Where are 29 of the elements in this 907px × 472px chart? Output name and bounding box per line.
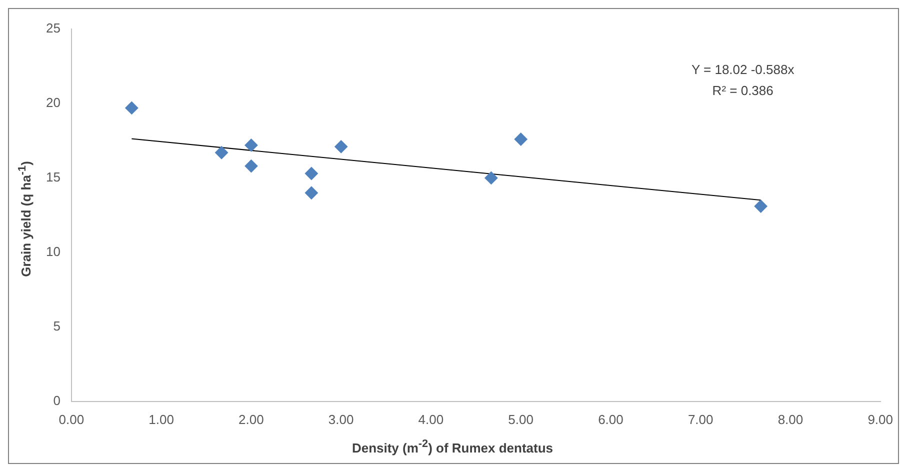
point [484,171,498,184]
x-axis-title: Density (m$^{-2}$) of Rumex dentatus [350,438,554,455]
y-tick-label: 25 [46,20,60,36]
x-tick-label: 5.00 [508,412,534,427]
y-tick-label: 10 [46,244,60,260]
point [215,146,228,160]
x-tick-label: 2.00 [238,412,264,427]
y-tick-label: 0 [53,392,60,408]
point [334,140,348,154]
annotation: R² = 0.386 [712,83,774,98]
point [304,186,318,200]
point [514,132,528,146]
point [244,160,258,173]
point [754,200,768,213]
x-tick-label: 0.00 [58,412,84,427]
y-tick-label: 5 [53,318,60,334]
point [244,138,258,152]
point [125,101,138,114]
y-tick-label: 15 [46,170,60,185]
y-tick-label: 20 [46,95,60,110]
x-tick-label: 1.00 [148,412,174,427]
x-tick-label: 8.00 [778,412,804,427]
x-tick-label: 7.00 [688,412,714,427]
x-tick-label: 4.00 [418,412,444,427]
x-tick-label: 6.00 [598,412,624,427]
point [304,166,318,180]
annotation: Y = 18.02 -0.588x [691,62,795,77]
x-tick-label: 3.00 [328,412,354,427]
x-tick-label: 9.00 [868,412,894,427]
